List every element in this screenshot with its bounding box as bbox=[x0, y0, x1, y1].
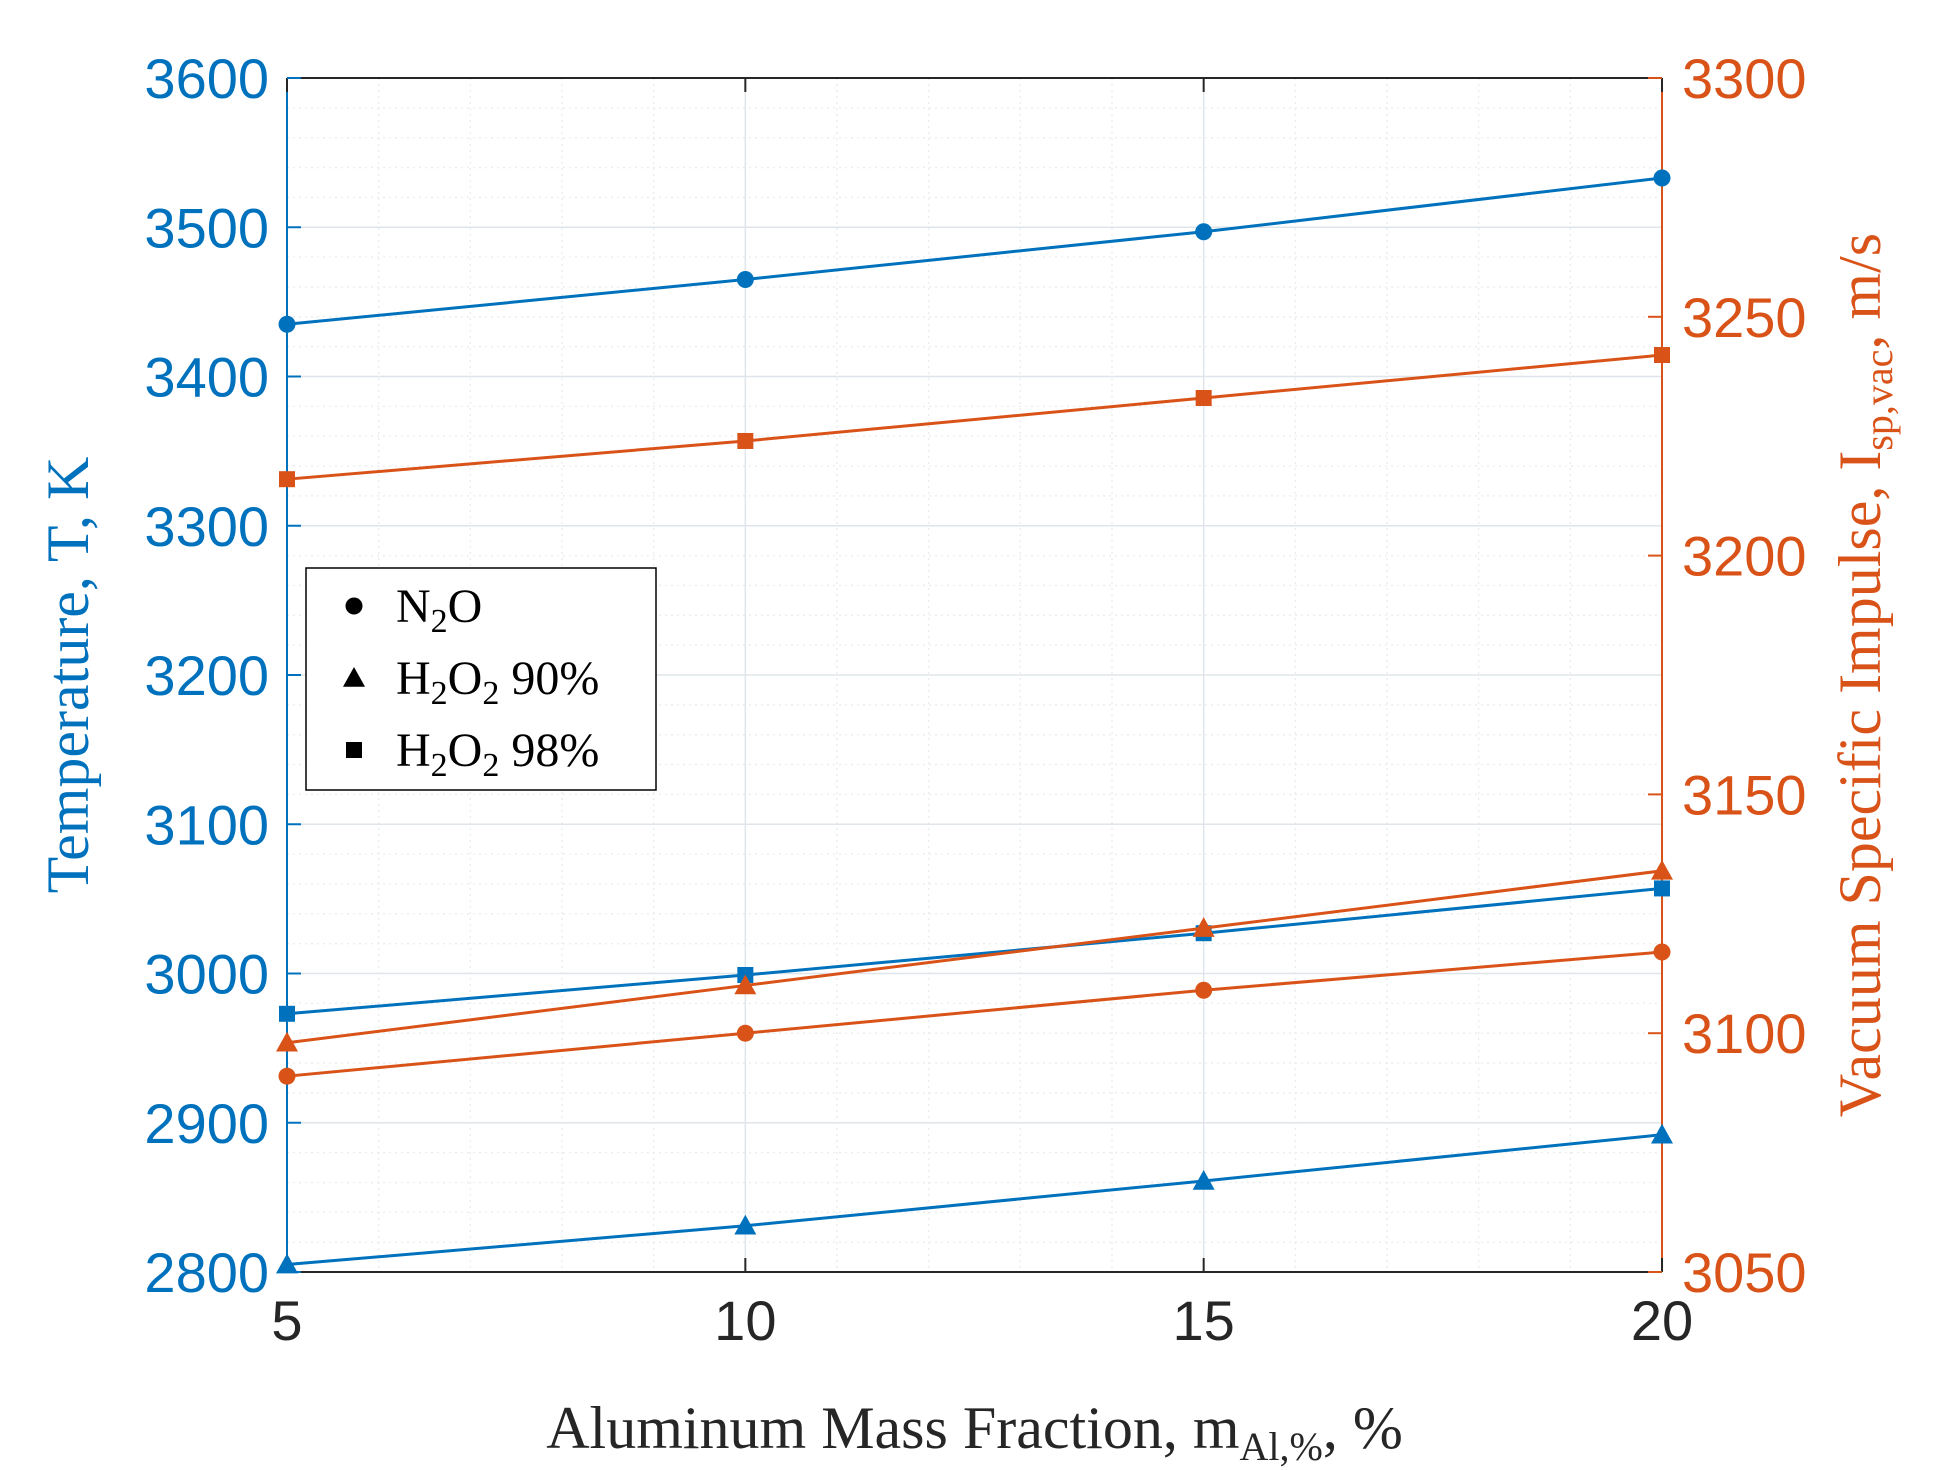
left-tick-label: 3100 bbox=[144, 793, 269, 856]
data-point bbox=[737, 432, 754, 449]
legend-marker-circle bbox=[345, 597, 363, 615]
data-point bbox=[278, 1067, 296, 1085]
legend-label-sub: 2 bbox=[482, 675, 499, 712]
left-tick-label: 2800 bbox=[144, 1241, 269, 1304]
x-tick-label: 5 bbox=[271, 1289, 302, 1352]
legend-label-base: H bbox=[396, 652, 431, 705]
data-point bbox=[1653, 169, 1671, 187]
series-line bbox=[286, 950, 1663, 1078]
left-tick-label: 3500 bbox=[144, 196, 269, 259]
left-tick-label: 3000 bbox=[144, 943, 269, 1006]
data-point bbox=[1195, 981, 1213, 999]
right-axis-label-tail: , m/s bbox=[1827, 233, 1893, 350]
right-axis-label-main: Vacuum Specific Impulse, I bbox=[1827, 451, 1893, 1117]
data-point bbox=[736, 1024, 754, 1042]
series-line bbox=[286, 869, 1663, 1045]
x-axis-label-main: Aluminum Mass Fraction, m bbox=[546, 1395, 1239, 1461]
legend-label-mid: O bbox=[448, 652, 483, 705]
x-tick-label: 15 bbox=[1173, 1289, 1235, 1352]
x-axis-label: Aluminum Mass Fraction, mAl,%, % bbox=[546, 1395, 1403, 1469]
legend-entry: H2O2 90% bbox=[343, 652, 599, 712]
left-tick-label: 3200 bbox=[144, 644, 269, 707]
data-point bbox=[734, 974, 757, 995]
data-point bbox=[1192, 1169, 1215, 1190]
left-axis-label: Temperature, T, K bbox=[35, 457, 101, 894]
data-point bbox=[1653, 943, 1671, 961]
series-impulse-h2o2-98- bbox=[279, 347, 1670, 488]
data-point bbox=[734, 1214, 757, 1235]
left-tick-label: 3300 bbox=[144, 495, 269, 558]
x-tick-label: 10 bbox=[714, 1289, 776, 1352]
data-point bbox=[279, 471, 295, 488]
legend-box bbox=[305, 567, 657, 791]
data-point bbox=[1654, 347, 1670, 364]
right-tick-label: 3150 bbox=[1682, 763, 1807, 826]
legend-label: H2O2 98% bbox=[396, 724, 599, 784]
data-point bbox=[1654, 880, 1670, 897]
series-line bbox=[286, 353, 1663, 481]
right-tick-label: 3300 bbox=[1682, 47, 1807, 110]
legend-marker-triangle bbox=[343, 667, 365, 687]
data-point bbox=[1195, 389, 1212, 406]
legend-label-sub: 2 bbox=[431, 747, 448, 784]
legend-label: N2O bbox=[396, 580, 482, 640]
legend-label-mid: O bbox=[448, 580, 483, 633]
axes: 5 10 15 20 2800 2900 3000 3100 3200 3300 3400 3500 3… bbox=[35, 47, 1901, 1469]
series-impulse-h2o2-90- bbox=[276, 859, 1673, 1052]
right-tick-label: 3100 bbox=[1682, 1002, 1807, 1065]
left-tick-label: 3400 bbox=[144, 346, 269, 409]
series-line bbox=[286, 1133, 1663, 1267]
legend-entry: N2O bbox=[345, 580, 482, 640]
legend-label-tail: 90% bbox=[499, 652, 599, 705]
data-point bbox=[276, 1253, 298, 1274]
legend-label-sub: 2 bbox=[482, 747, 499, 784]
right-axis-label: Vacuum Specific Impulse, Isp,vac, m/s bbox=[1827, 233, 1901, 1117]
right-tick-label: 3250 bbox=[1682, 286, 1807, 349]
x-tick-label: 20 bbox=[1631, 1289, 1693, 1352]
data-point bbox=[736, 270, 754, 288]
x-axis-label-sub: Al,% bbox=[1240, 1424, 1323, 1469]
data-point bbox=[1651, 859, 1673, 880]
legend-label-base: H bbox=[396, 724, 431, 777]
series-line bbox=[286, 886, 1663, 1016]
data-point bbox=[278, 315, 296, 333]
data-point bbox=[1651, 1123, 1673, 1144]
series-temperature-h2o2-90- bbox=[276, 1123, 1673, 1274]
legend-label-sub: 2 bbox=[431, 603, 448, 640]
legend-entry: H2O2 98% bbox=[346, 724, 599, 784]
left-tick-label: 3600 bbox=[144, 47, 269, 110]
data-point bbox=[1195, 223, 1213, 241]
legend-label-tail: 98% bbox=[499, 724, 599, 777]
data-point bbox=[279, 1005, 295, 1022]
right-axis-label-sub: sp,vac bbox=[1856, 350, 1901, 451]
legend-marker-square bbox=[346, 742, 362, 758]
series-temperature-n2o bbox=[278, 169, 1671, 333]
legend-label-base: N bbox=[396, 580, 431, 633]
legend-label-sub: 2 bbox=[431, 675, 448, 712]
left-tick-label: 2900 bbox=[144, 1092, 269, 1155]
data-point bbox=[276, 1031, 298, 1052]
right-tick-label: 3200 bbox=[1682, 525, 1807, 588]
x-axis-label-tail: , % bbox=[1323, 1395, 1403, 1461]
right-tick-label: 3050 bbox=[1682, 1241, 1807, 1304]
data-point bbox=[1192, 917, 1215, 937]
legend-label-mid: O bbox=[448, 724, 483, 777]
legend-label: H2O2 90% bbox=[396, 652, 599, 712]
series bbox=[276, 169, 1673, 1274]
series-impulse-n2o bbox=[278, 943, 1671, 1085]
series-line bbox=[286, 176, 1663, 326]
